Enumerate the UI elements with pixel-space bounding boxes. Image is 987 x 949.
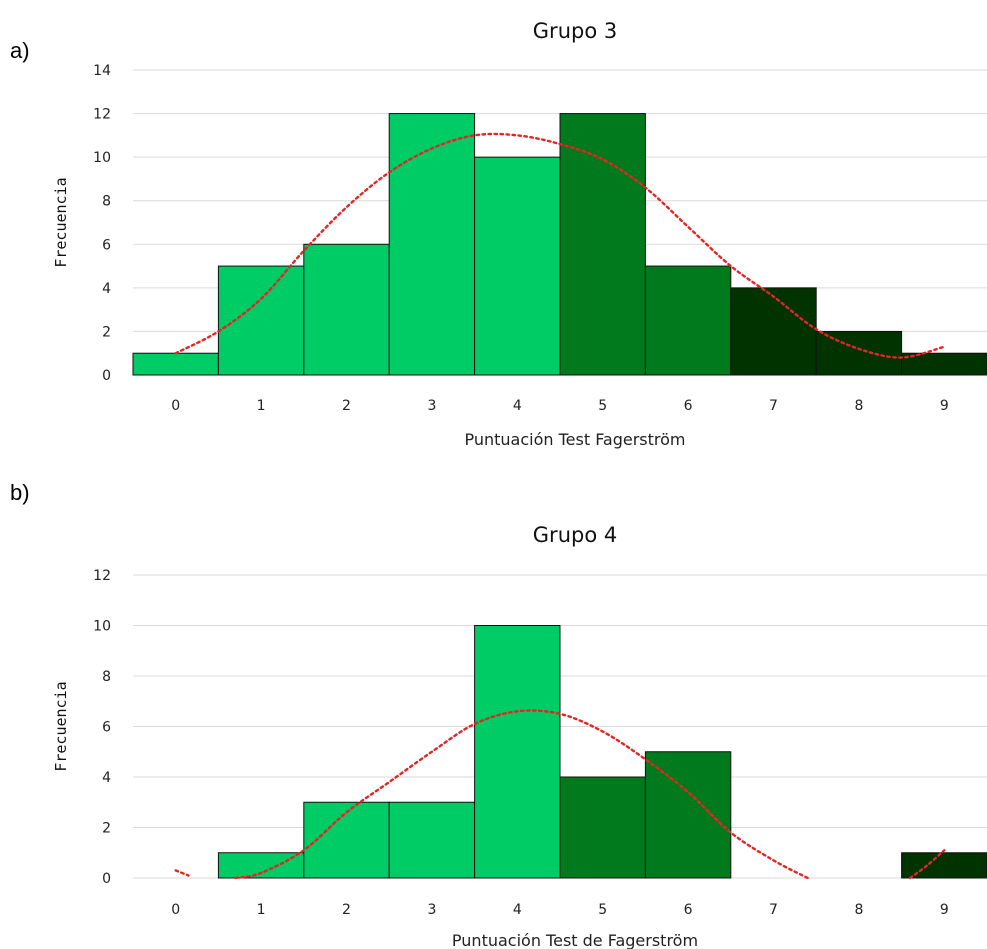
y-tick-label: 0 (102, 871, 111, 887)
x-tick-label: 5 (598, 902, 607, 918)
chart-panel-b: b) Grupo 4 0 2 4 6 8 10 12 0 1 2 3 4 5 6 7 8 9 Puntuación … (0, 470, 987, 949)
y-tick-label: 2 (102, 324, 111, 340)
fit-curve (174, 869, 190, 877)
histogram-bar (132, 352, 219, 376)
x-tick-label: 1 (257, 398, 266, 414)
x-tick-label: 7 (769, 902, 778, 918)
x-tick-label: 1 (257, 902, 266, 918)
y-tick-label: 0 (102, 368, 111, 384)
x-axis-label: Puntuación Test Fagerström (464, 430, 685, 449)
histogram-bar (559, 113, 646, 376)
x-tick-label: 2 (342, 902, 351, 918)
x-tick-label: 3 (427, 902, 436, 918)
histogram-bar (217, 265, 305, 376)
histogram-bar (815, 330, 903, 376)
x-tick-label: 4 (513, 902, 522, 918)
x-tick-label: 6 (684, 398, 693, 414)
x-tick-label: 7 (769, 398, 778, 414)
x-tick-label: 9 (940, 902, 949, 918)
chart-title: Grupo 3 (533, 19, 617, 43)
y-tick-label: 6 (102, 237, 111, 253)
histogram-bar (730, 287, 817, 376)
y-tick-label: 8 (102, 194, 111, 210)
y-tick-label: 10 (93, 150, 111, 166)
fit-curve (908, 849, 946, 880)
y-tick-label: 4 (102, 770, 111, 786)
y-tick-label: 2 (102, 821, 111, 837)
y-tick-label: 12 (93, 568, 111, 584)
histogram-bar (388, 113, 476, 376)
histogram-bar (559, 776, 646, 879)
histogram-bar (644, 265, 732, 376)
x-tick-label: 3 (427, 398, 436, 414)
x-tick-label: 9 (940, 398, 949, 414)
histogram-bar (474, 156, 561, 376)
x-tick-label: 0 (171, 902, 180, 918)
fit-curve (174, 132, 946, 359)
histogram-bar (474, 625, 561, 879)
x-tick-label: 6 (684, 902, 693, 918)
panel-label: b) (10, 480, 30, 505)
y-axis-label: Frecuencia (52, 177, 70, 267)
histogram-bar (644, 751, 732, 879)
y-axis-label: Frecuencia (52, 681, 70, 771)
panel-label: a) (10, 38, 30, 63)
x-tick-label: 2 (342, 398, 351, 414)
x-tick-label: 8 (854, 398, 863, 414)
y-tick-label: 4 (102, 281, 111, 297)
histogram-bar (303, 243, 390, 376)
x-tick-label: 8 (854, 902, 863, 918)
histogram-bar (303, 801, 390, 879)
y-tick-label: 12 (93, 107, 111, 123)
chart-panel-a: a) Grupo 3 0 2 4 6 8 10 12 14 0 1 2 3 4 5 6 7 8 9 Puntuació… (0, 0, 987, 460)
x-tick-label: 5 (598, 398, 607, 414)
y-tick-label: 8 (102, 669, 111, 685)
chart-title: Grupo 4 (533, 523, 617, 547)
x-axis-label: Puntuación Test de Fagerström (452, 931, 698, 949)
x-tick-label: 0 (171, 398, 180, 414)
fit-curve (234, 709, 809, 880)
y-tick-label: 14 (93, 63, 111, 79)
x-tick-label: 4 (513, 398, 522, 414)
y-tick-label: 10 (93, 619, 111, 635)
y-tick-label: 6 (102, 720, 111, 736)
histogram-bar (388, 801, 476, 879)
